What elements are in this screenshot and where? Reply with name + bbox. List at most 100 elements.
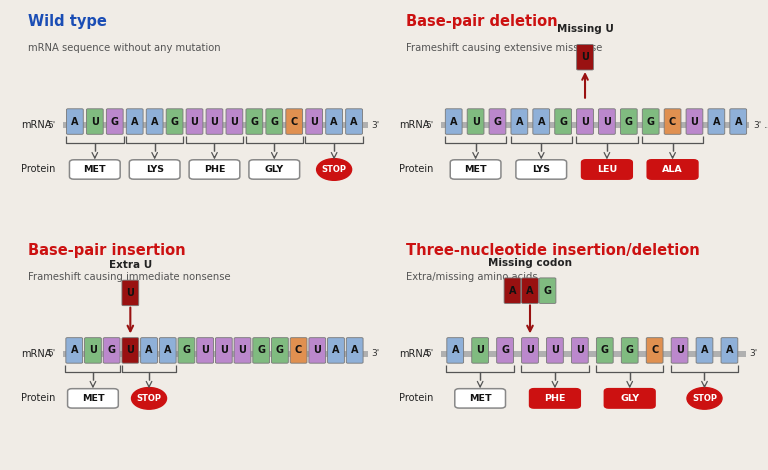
FancyBboxPatch shape [708,109,725,134]
Text: Base-pair insertion: Base-pair insertion [28,243,186,258]
FancyBboxPatch shape [87,109,103,134]
FancyBboxPatch shape [326,109,343,134]
Text: PHE: PHE [545,394,566,403]
Text: U: U [676,345,684,355]
FancyBboxPatch shape [122,337,139,363]
FancyBboxPatch shape [215,337,232,363]
Text: 5': 5' [425,350,434,359]
Text: Base-pair deletion: Base-pair deletion [406,14,558,29]
FancyBboxPatch shape [511,109,528,134]
FancyBboxPatch shape [106,109,123,134]
FancyBboxPatch shape [309,337,326,363]
Text: mRNA sequence without any mutation: mRNA sequence without any mutation [28,43,221,53]
FancyBboxPatch shape [346,109,362,134]
FancyBboxPatch shape [290,337,307,363]
FancyBboxPatch shape [489,109,506,134]
FancyBboxPatch shape [621,337,638,363]
Text: A: A [71,345,78,355]
Text: U: U [89,345,97,355]
Text: U: U [210,117,218,126]
FancyBboxPatch shape [455,389,505,408]
FancyBboxPatch shape [249,160,300,179]
Text: Protein: Protein [21,164,55,174]
Text: A: A [726,345,733,355]
FancyBboxPatch shape [226,109,243,134]
Text: C: C [295,345,303,355]
FancyBboxPatch shape [189,160,240,179]
Text: A: A [351,345,359,355]
Text: G: G [559,117,567,126]
FancyBboxPatch shape [686,109,703,134]
Text: U: U [581,52,589,62]
Text: A: A [515,117,523,126]
Text: U: U [127,345,134,355]
Text: A: A [333,345,339,355]
Text: A: A [700,345,708,355]
Text: G: G [501,345,509,355]
Text: U: U [472,117,479,126]
FancyBboxPatch shape [450,160,501,179]
Text: G: G [111,117,119,126]
Text: A: A [71,117,78,126]
Circle shape [687,388,722,409]
Text: LYS: LYS [532,165,550,174]
Text: A: A [145,345,153,355]
Text: STOP: STOP [692,394,717,403]
Text: G: G [170,117,179,126]
FancyBboxPatch shape [441,122,749,128]
Text: A: A [151,117,158,126]
Text: Frameshift causing extensive missense: Frameshift causing extensive missense [406,43,603,53]
FancyBboxPatch shape [346,337,363,363]
FancyBboxPatch shape [206,109,223,134]
Text: A: A [350,117,358,126]
FancyBboxPatch shape [597,337,613,363]
FancyBboxPatch shape [103,337,120,363]
Text: U: U [576,345,584,355]
FancyBboxPatch shape [447,337,464,363]
Text: U: U [603,117,611,126]
Text: A: A [734,117,742,126]
Circle shape [316,159,352,180]
Text: G: G [626,345,634,355]
Text: ALA: ALA [662,165,683,174]
Text: U: U [230,117,238,126]
Text: A: A [450,117,458,126]
Text: MET: MET [468,394,492,403]
Text: U: U [526,345,534,355]
Text: U: U [581,117,589,126]
FancyBboxPatch shape [159,337,176,363]
Text: U: U [476,345,484,355]
FancyBboxPatch shape [266,109,283,134]
FancyBboxPatch shape [554,109,571,134]
FancyBboxPatch shape [286,109,303,134]
Text: A: A [330,117,338,126]
FancyBboxPatch shape [146,109,163,134]
FancyBboxPatch shape [141,337,157,363]
FancyBboxPatch shape [577,45,594,70]
Text: 3': 3' [753,121,761,130]
Text: GLY: GLY [265,165,284,174]
FancyBboxPatch shape [197,337,214,363]
Text: G: G [257,345,265,355]
FancyBboxPatch shape [69,160,120,179]
Text: G: G [108,345,116,355]
FancyBboxPatch shape [642,109,659,134]
FancyBboxPatch shape [604,389,655,408]
FancyBboxPatch shape [504,278,521,304]
FancyBboxPatch shape [571,337,588,363]
Text: A: A [508,286,516,296]
Text: G: G [625,117,633,126]
Text: GLY: GLY [620,394,639,403]
Text: A: A [131,117,138,126]
Text: STOP: STOP [322,165,346,174]
Text: C: C [651,345,658,355]
Circle shape [131,388,167,409]
Text: A: A [713,117,720,126]
FancyBboxPatch shape [68,389,118,408]
Text: MET: MET [84,165,106,174]
Text: ...: ... [763,120,768,130]
Text: U: U [220,345,228,355]
Text: STOP: STOP [137,394,161,403]
Text: mRNA: mRNA [399,349,429,359]
Text: C: C [669,117,676,126]
